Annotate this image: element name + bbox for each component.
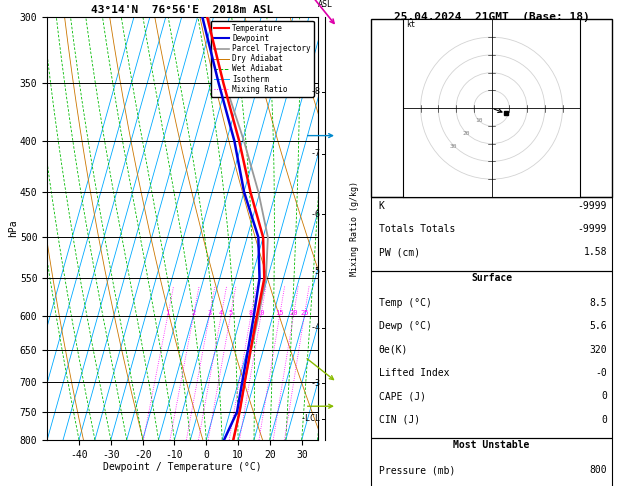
Text: 5.6: 5.6 (589, 321, 607, 331)
Text: 30: 30 (450, 144, 457, 149)
Text: -6: -6 (310, 209, 320, 219)
Text: 20: 20 (289, 310, 298, 316)
Text: -8: -8 (310, 87, 320, 97)
Text: ASL: ASL (318, 0, 333, 9)
Text: CIN (J): CIN (J) (379, 415, 420, 425)
Text: -LCL: -LCL (300, 415, 320, 423)
Text: 320: 320 (589, 345, 607, 355)
Text: 1: 1 (165, 310, 170, 316)
Title: 43°14'N  76°56'E  2018m ASL: 43°14'N 76°56'E 2018m ASL (91, 5, 274, 15)
Text: 1.58: 1.58 (584, 247, 607, 258)
Text: Lifted Index: Lifted Index (379, 368, 449, 378)
Text: Totals Totals: Totals Totals (379, 224, 455, 234)
Text: K: K (379, 201, 385, 211)
Text: 800: 800 (589, 465, 607, 475)
Text: Surface: Surface (471, 273, 512, 283)
Text: -3: -3 (310, 379, 320, 388)
Text: 10: 10 (257, 310, 265, 316)
Text: Temp (°C): Temp (°C) (379, 298, 431, 308)
Text: Most Unstable: Most Unstable (454, 440, 530, 451)
Text: 8: 8 (248, 310, 253, 316)
Text: -0: -0 (595, 368, 607, 378)
X-axis label: Dewpoint / Temperature (°C): Dewpoint / Temperature (°C) (103, 462, 262, 472)
Text: -5: -5 (310, 267, 320, 276)
Text: 20: 20 (462, 131, 470, 136)
Bar (371, 271, 612, 438)
Text: CAPE (J): CAPE (J) (379, 391, 426, 401)
Text: 25.04.2024  21GMT  (Base: 18): 25.04.2024 21GMT (Base: 18) (394, 12, 589, 22)
Text: 3: 3 (208, 310, 211, 316)
Text: 0: 0 (601, 391, 607, 401)
Text: Mixing Ratio (g/kg): Mixing Ratio (g/kg) (350, 181, 359, 276)
Text: -7: -7 (310, 149, 320, 158)
Text: 5: 5 (228, 310, 233, 316)
Legend: Temperature, Dewpoint, Parcel Trajectory, Dry Adiabat, Wet Adiabat, Isotherm, Mi: Temperature, Dewpoint, Parcel Trajectory… (211, 21, 314, 97)
Text: Dewp (°C): Dewp (°C) (379, 321, 431, 331)
Text: 25: 25 (300, 310, 309, 316)
Text: θe(K): θe(K) (379, 345, 408, 355)
Text: -9999: -9999 (577, 224, 607, 234)
Text: -9999: -9999 (577, 201, 607, 211)
Text: kt: kt (406, 19, 416, 29)
Text: 10: 10 (475, 119, 482, 123)
Text: Pressure (mb): Pressure (mb) (379, 465, 455, 475)
Y-axis label: hPa: hPa (8, 220, 18, 237)
Text: 8.5: 8.5 (589, 298, 607, 308)
Text: -4: -4 (310, 323, 320, 332)
Text: PW (cm): PW (cm) (379, 247, 420, 258)
Text: 4: 4 (219, 310, 223, 316)
Text: 15: 15 (276, 310, 284, 316)
Bar (371, 19, 612, 197)
Bar (371, 438, 612, 486)
Bar (371, 197, 612, 271)
Text: 0: 0 (601, 415, 607, 425)
Text: 2: 2 (191, 310, 196, 316)
